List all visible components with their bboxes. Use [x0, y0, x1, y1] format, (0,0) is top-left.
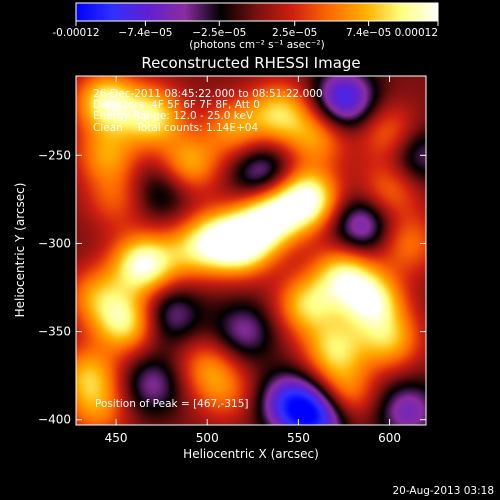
- y-tick-label: −350: [38, 325, 71, 339]
- x-axis: 450 500 550 600: [105, 76, 401, 445]
- colorbar-tick-label: 2.5e−05: [272, 27, 317, 39]
- plot-area: [76, 76, 426, 425]
- y-axis: −250 −300 −350 −400: [38, 148, 426, 427]
- annotation-peak-position: Position of Peak = [467,-315]: [95, 398, 249, 410]
- colorbar-bar: [75, 2, 439, 22]
- colorbar-tick-label: −2.5e−05: [192, 27, 246, 39]
- x-tick-label: 450: [105, 431, 128, 445]
- colorbar-unit-label: (photons cm⁻² s⁻¹ asec⁻²): [189, 39, 324, 51]
- heatmap-image: [76, 76, 426, 425]
- colorbar-tick-label: −7.4e−05: [118, 27, 172, 39]
- colorbar-tick-label: 0.00012: [395, 27, 438, 39]
- x-tick-label: 500: [196, 431, 219, 445]
- chart-title: Reconstructed RHESSI Image: [141, 54, 360, 72]
- heatmap-container: [76, 76, 426, 425]
- y-tick-label: −250: [38, 148, 71, 162]
- annotation-energy-range: Energy Range: 12.0 - 25.0 keV: [93, 110, 254, 122]
- annotation-clean-counts: Clean Total counts: 1.14E+04: [93, 122, 258, 134]
- plot-frame: [75, 75, 427, 426]
- y-tick-label: −300: [38, 236, 71, 250]
- colorbar-tick-label: 7.4e−05: [346, 27, 391, 39]
- x-tick-label: 600: [378, 431, 401, 445]
- y-axis-label: Heliocentric Y (arcsec): [13, 183, 27, 318]
- x-tick-label: 550: [287, 431, 310, 445]
- y-tick-label: −400: [38, 413, 71, 427]
- colorbar: -0.00012 −7.4e−05 −2.5e−05 2.5e−05 7.4e−05 0.…: [52, 2, 439, 51]
- annotation-time-range: 26-Dec-2011 08:45:22.000 to 08:51:22.000: [93, 88, 323, 100]
- annotation-detectors: Detectors: 4F 5F 6F 7F 8F, Att 0: [93, 99, 260, 111]
- x-axis-label: Heliocentric X (arcsec): [183, 447, 319, 461]
- footer-date: 20-Aug-2013 03:18: [392, 485, 494, 497]
- colorbar-ticks: -0.00012 −7.4e−05 −2.5e−05 2.5e−05 7.4e−05 0.…: [52, 21, 439, 39]
- colorbar-tick-label: -0.00012: [52, 27, 99, 39]
- annotations: 26-Dec-2011 08:45:22.000 to 08:51:22.000…: [93, 88, 323, 410]
